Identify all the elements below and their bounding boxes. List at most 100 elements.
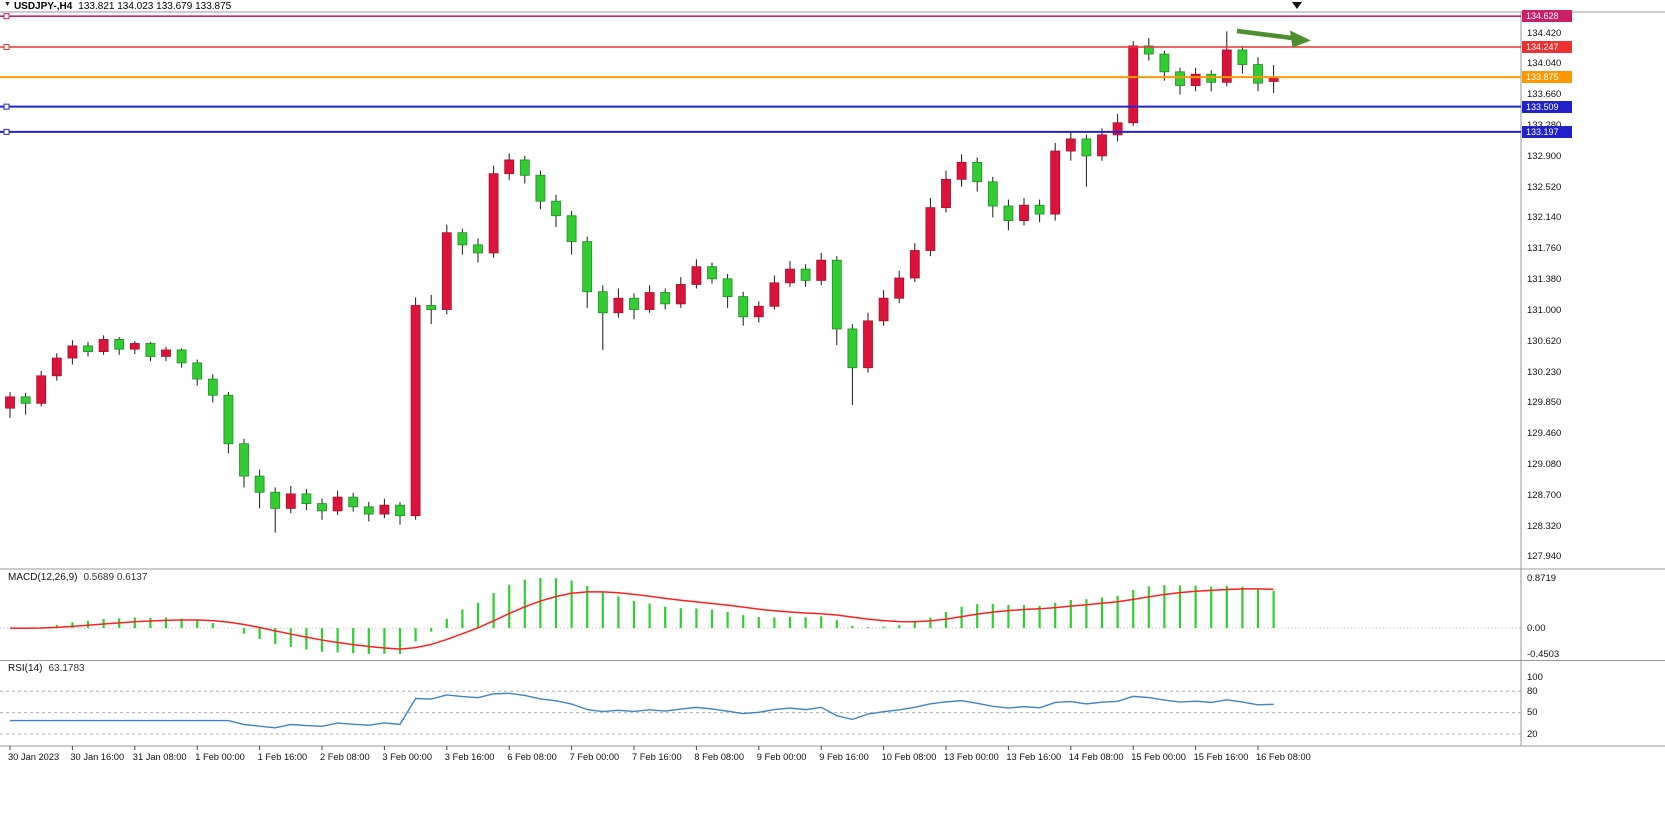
price-axis-label: 133.660: [1527, 89, 1562, 101]
candle-body: [488, 173, 499, 254]
candle-body: [1175, 71, 1185, 86]
price-axis-label: 127.940: [1527, 551, 1562, 563]
candle-body: [363, 506, 374, 515]
candle: [270, 487, 281, 533]
candle-body: [956, 161, 967, 180]
candle-body: [504, 159, 515, 175]
price-axis-label: 130.620: [1527, 335, 1562, 347]
candle-body: [270, 491, 281, 509]
candle-body: [1050, 150, 1061, 215]
price-badge: 133.875: [1522, 71, 1572, 84]
object-anchor-icon[interactable]: [1292, 2, 1302, 9]
macd-name: MACD(12,26,9): [8, 572, 78, 583]
candle: [1097, 128, 1107, 161]
time-label: 7 Feb 16:00: [632, 752, 682, 762]
time-label: 30 Jan 16:00: [70, 752, 125, 762]
candle: [644, 285, 655, 313]
price-axis-label: 129.850: [1527, 397, 1562, 409]
candle-body: [597, 291, 608, 314]
candle: [1065, 131, 1076, 161]
candle-body: [566, 215, 577, 243]
symbol-dropdown-icon[interactable]: ▼: [4, 1, 11, 8]
candle-body: [1019, 204, 1029, 221]
candle-body: [535, 174, 546, 202]
trend-arrow-head[interactable]: [1290, 30, 1311, 48]
time-label: 13 Feb 00:00: [944, 752, 999, 762]
candle: [535, 170, 546, 210]
line-drag-handle[interactable]: [3, 13, 10, 20]
rsi-indicator-label: RSI(14) 63.1783: [8, 663, 85, 674]
candle: [956, 154, 967, 187]
price-scale[interactable]: 127.940 128.320 128.700 129.080 129.460 129.8…: [1522, 0, 1665, 746]
line-drag-handle[interactable]: [3, 103, 10, 110]
price-axis-label: 134.040: [1527, 58, 1562, 70]
price-axis-label: 129.080: [1527, 458, 1562, 470]
time-label: 2 Feb 08:00: [320, 752, 370, 762]
price-badge: 134.247: [1522, 40, 1572, 53]
rsi-line: [10, 692, 1274, 729]
candle: [473, 238, 483, 263]
candle: [457, 228, 468, 255]
candle-body: [98, 339, 109, 352]
candle-body: [51, 357, 62, 377]
candle-body: [145, 343, 156, 357]
price-axis-label: 130.230: [1527, 366, 1562, 378]
candle-body: [176, 349, 187, 364]
time-label: 13 Feb 16:00: [1006, 752, 1062, 762]
candle: [519, 155, 530, 184]
time-label: 10 Feb 08:00: [881, 752, 937, 762]
price-axis-label: 128.700: [1527, 489, 1562, 501]
candle: [1159, 50, 1170, 81]
candle-body: [1253, 64, 1263, 84]
price-badge: 133.509: [1522, 100, 1572, 113]
candle-body: [36, 375, 47, 404]
candle-body: [161, 349, 171, 357]
candle-body: [426, 305, 437, 310]
time-label: 1 Feb 00:00: [195, 752, 245, 762]
candle: [363, 501, 374, 522]
candle: [223, 391, 234, 454]
trend-arrow-annotation[interactable]: [1236, 28, 1293, 41]
candle-body: [83, 345, 93, 352]
macd-signal-line: [9, 588, 1274, 650]
candle-body: [831, 259, 842, 330]
candle-body: [317, 503, 327, 512]
candle: [410, 297, 421, 520]
candlestick-series: [5, 31, 1279, 533]
candle: [1221, 31, 1232, 87]
time-label: 8 Feb 08:00: [694, 752, 745, 762]
candle-body: [395, 504, 405, 517]
chart-ohlc-values: 133.821 134.023 133.679 133.875: [78, 1, 232, 12]
candle-body: [987, 181, 998, 207]
candle-body: [551, 200, 561, 217]
candle-body: [941, 178, 951, 209]
line-drag-handle[interactable]: [3, 43, 10, 50]
candle-body: [894, 277, 905, 299]
candle: [67, 340, 78, 365]
candle-body: [20, 396, 31, 404]
time-label: 16 Feb 08:00: [1256, 752, 1311, 762]
candle: [691, 259, 702, 289]
candle-body: [5, 396, 15, 409]
candle-body: [239, 443, 249, 477]
time-label: 6 Feb 08:00: [507, 752, 557, 762]
time-scale[interactable]: 30 Jan 2023 30 Jan 16:00 31 Jan 08:00 1 Feb…: [0, 747, 1665, 817]
candle: [285, 485, 296, 514]
candle: [254, 469, 265, 509]
price-axis-label: 131.380: [1527, 274, 1562, 286]
candle: [738, 291, 749, 326]
candle: [629, 293, 639, 320]
candle: [597, 285, 608, 350]
chart-title-bar: ▼ USDJPY-,H4 133.821 134.023 133.679 133.8…: [4, 1, 231, 13]
candle-body: [1159, 53, 1170, 73]
line-drag-handle[interactable]: [3, 128, 10, 135]
macd-values: 0.5689 0.6137: [83, 572, 148, 583]
candle-body: [722, 278, 733, 297]
candle-body: [207, 378, 218, 396]
candle: [582, 236, 593, 308]
candle-body: [738, 296, 749, 318]
candle-body: [441, 232, 452, 310]
candle: [566, 210, 577, 255]
candle-body: [192, 362, 203, 380]
